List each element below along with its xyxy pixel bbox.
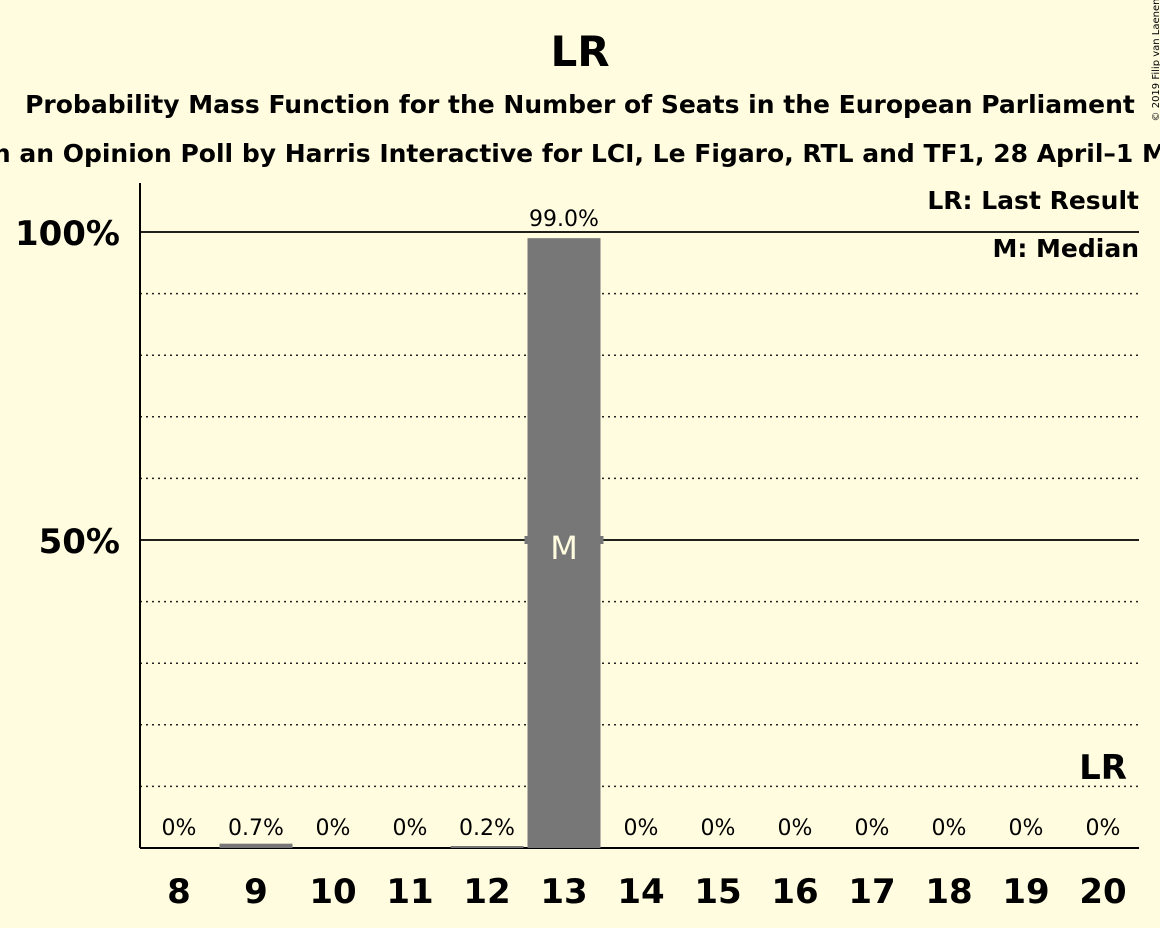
data-label: 0% <box>1009 816 1044 841</box>
axes: 50% 100% 8 9 10 11 12 13 14 15 16 17 18 19 20 <box>15 183 1139 912</box>
copyright-text: © 2019 Filip van Laenen <box>1151 0 1160 121</box>
data-label: 0% <box>162 816 197 841</box>
last-result-marker: LR <box>1079 748 1127 788</box>
data-label: 0% <box>855 816 890 841</box>
x-tick-label: 12 <box>463 872 510 912</box>
data-label: 0% <box>932 816 967 841</box>
data-label: 0.7% <box>228 816 284 841</box>
chart-source: sed on an Opinion Poll by Harris Interac… <box>0 139 1160 168</box>
median-marker: M <box>550 529 578 567</box>
data-label: 0% <box>778 816 813 841</box>
chart-subtitle: Probability Mass Function for the Number… <box>25 90 1135 119</box>
data-label: 0% <box>316 816 351 841</box>
x-tick-label: 8 <box>167 872 191 912</box>
data-label: 0.2% <box>459 816 515 841</box>
data-label: 0% <box>393 816 428 841</box>
x-tick-label: 15 <box>694 872 741 912</box>
x-tick-label: 16 <box>771 872 818 912</box>
grid-lines <box>140 231 1139 788</box>
x-tick-label: 13 <box>540 872 587 912</box>
data-label: 0% <box>701 816 736 841</box>
legend-last-result: LR: Last Result <box>927 186 1139 215</box>
x-tick-label: 10 <box>309 872 356 912</box>
x-tick-label: 19 <box>1002 872 1049 912</box>
data-label: 0% <box>624 816 659 841</box>
bar-12 <box>450 846 524 848</box>
legend-median: M: Median <box>992 234 1139 263</box>
bars <box>219 238 604 848</box>
x-tick-label: 11 <box>386 872 433 912</box>
chart-title: LR <box>550 27 609 76</box>
x-tick-label: 20 <box>1079 872 1126 912</box>
x-tick-label: 14 <box>617 872 664 912</box>
x-tick-label: 18 <box>925 872 972 912</box>
data-label: 99.0% <box>529 207 599 232</box>
median-gap <box>524 536 604 544</box>
data-label: 0% <box>1086 816 1121 841</box>
bar-9 <box>219 843 293 848</box>
value-labels: 0% 0.7% 0% 0% 0.2% 99.0% M 0% 0% 0% 0% 0% 0% 0% LR <box>162 207 1127 841</box>
x-tick-label: 17 <box>848 872 895 912</box>
y-tick-label: 100% <box>15 214 120 254</box>
y-tick-label: 50% <box>39 522 120 562</box>
x-tick-label: 9 <box>244 872 268 912</box>
